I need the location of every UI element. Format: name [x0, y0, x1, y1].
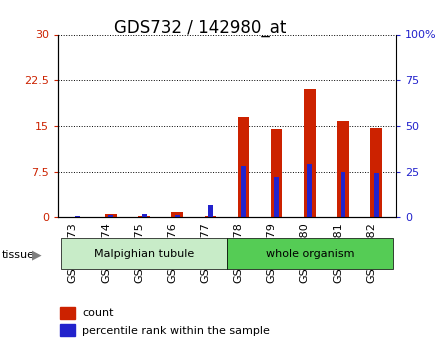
FancyBboxPatch shape [227, 238, 393, 269]
Text: percentile rank within the sample: percentile rank within the sample [82, 326, 270, 335]
Bar [271, 129, 283, 217]
Bar [171, 213, 183, 217]
Bar [205, 216, 216, 217]
Bar [138, 216, 150, 217]
Bar [208, 205, 213, 217]
Bar [105, 214, 117, 217]
Text: tissue: tissue [2, 250, 35, 259]
Bar [337, 121, 349, 217]
Bar [238, 117, 249, 217]
Bar [60, 307, 75, 319]
Text: Malpighian tubule: Malpighian tubule [94, 249, 194, 258]
Bar [370, 128, 382, 217]
FancyBboxPatch shape [61, 238, 227, 269]
Bar [142, 214, 146, 217]
Text: whole organism: whole organism [266, 249, 354, 258]
Bar [374, 172, 379, 217]
Bar [175, 215, 180, 217]
Bar [75, 216, 80, 217]
Bar [307, 164, 312, 217]
Bar [304, 89, 316, 217]
Bar [241, 166, 246, 217]
Text: ▶: ▶ [32, 249, 42, 262]
Bar [274, 177, 279, 217]
Text: count: count [82, 308, 114, 318]
Bar [109, 215, 113, 217]
Bar [340, 171, 345, 217]
Text: GDS732 / 142980_at: GDS732 / 142980_at [114, 19, 287, 37]
Bar [60, 324, 75, 336]
